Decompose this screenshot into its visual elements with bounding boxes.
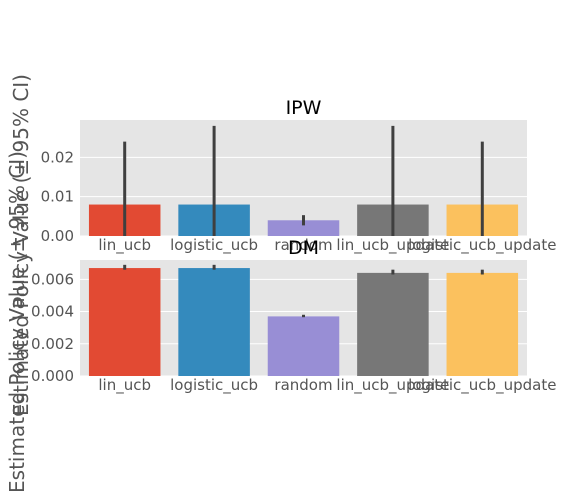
y-tick-label: 0.004 [31, 303, 74, 321]
x-tick-label: random [274, 376, 332, 394]
bar-lin-ucb-update [357, 272, 429, 376]
panel-title: IPW [286, 97, 322, 119]
bar-random [267, 316, 340, 376]
x-tick-label: lin_ucb_update [336, 236, 449, 255]
x-tick-label: lin_ucb [98, 236, 151, 255]
x-tick-label: lin_ucb_update [336, 376, 449, 395]
x-tick-label: random [274, 236, 332, 254]
x-tick-label: logistic_ucb [170, 236, 258, 255]
bar-logistic-ucb [178, 268, 250, 376]
y-axis-label: Estimated Policy Value (± 95% CI) [5, 151, 29, 493]
y-tick-label: 0.002 [31, 335, 74, 353]
y-tick-label: 0.000 [31, 367, 74, 385]
x-tick-label: logistic_ucb [170, 376, 258, 395]
x-tick-label: lin_ucb [98, 376, 151, 395]
x-tick-label: logistic_ucb_update [408, 376, 556, 395]
y-tick-label: 0.02 [41, 148, 74, 166]
y-tick-label: 0.01 [41, 188, 74, 206]
bar-lin-ucb [88, 268, 161, 376]
bar-logistic-ucb-update [446, 272, 519, 376]
y-axis-label: Estimated Policy Value (± 95% CI) [9, 74, 33, 416]
bar-random [267, 220, 340, 236]
y-tick-label: 0.006 [31, 270, 74, 288]
panel-title: DM [288, 237, 319, 259]
y-tick-label: 0.00 [41, 227, 74, 245]
x-tick-label: logistic_ucb_update [408, 236, 556, 255]
